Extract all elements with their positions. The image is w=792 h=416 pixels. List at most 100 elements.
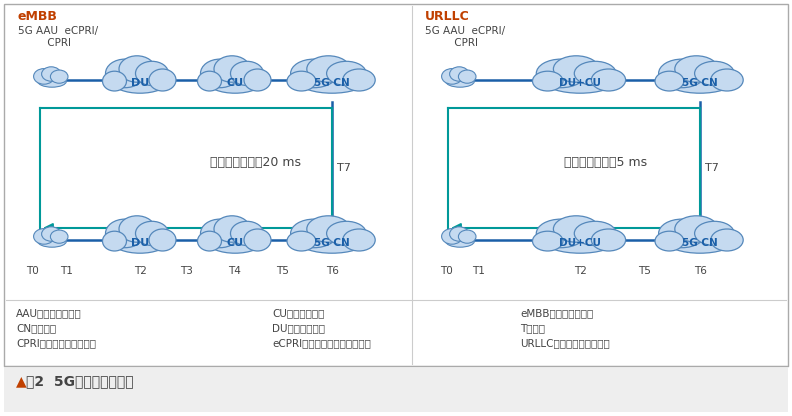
- Ellipse shape: [214, 216, 250, 242]
- Ellipse shape: [33, 69, 55, 84]
- Ellipse shape: [197, 71, 222, 91]
- Ellipse shape: [459, 70, 476, 83]
- Ellipse shape: [446, 75, 474, 87]
- Ellipse shape: [442, 229, 463, 244]
- Ellipse shape: [343, 229, 375, 251]
- Text: T：时延: T：时延: [520, 323, 545, 333]
- Ellipse shape: [51, 70, 68, 83]
- Ellipse shape: [659, 219, 706, 248]
- Ellipse shape: [37, 75, 67, 87]
- Ellipse shape: [710, 69, 743, 91]
- Text: 图2  5G时延对比示意图: 图2 5G时延对比示意图: [26, 374, 134, 388]
- Ellipse shape: [450, 227, 469, 241]
- Text: T7: T7: [337, 163, 351, 173]
- Ellipse shape: [244, 229, 271, 251]
- Text: CN：核心网: CN：核心网: [16, 323, 56, 333]
- Text: 5G CN: 5G CN: [314, 78, 350, 88]
- Text: CU: CU: [227, 78, 244, 88]
- Ellipse shape: [532, 231, 563, 251]
- Text: eMBB：增强移动宽带: eMBB：增强移动宽带: [520, 308, 593, 318]
- Ellipse shape: [446, 235, 474, 247]
- Ellipse shape: [675, 216, 718, 242]
- Text: DU：分布式单元: DU：分布式单元: [272, 323, 325, 333]
- Ellipse shape: [230, 221, 264, 245]
- Ellipse shape: [326, 221, 366, 245]
- Bar: [4, 4, 788, 366]
- Ellipse shape: [659, 59, 706, 88]
- Ellipse shape: [554, 216, 599, 242]
- Text: 典型时延需求：20 ms: 典型时延需求：20 ms: [210, 156, 300, 169]
- Text: DU+CU: DU+CU: [559, 78, 601, 88]
- Ellipse shape: [536, 219, 586, 248]
- Text: T0: T0: [440, 266, 452, 276]
- Text: eMBB: eMBB: [18, 10, 58, 23]
- Ellipse shape: [554, 56, 599, 82]
- Text: T7: T7: [705, 163, 719, 173]
- Ellipse shape: [113, 231, 167, 253]
- Ellipse shape: [592, 229, 626, 251]
- Text: T2: T2: [573, 266, 586, 276]
- Ellipse shape: [287, 231, 316, 251]
- Text: CPRI: CPRI: [18, 38, 71, 48]
- Ellipse shape: [442, 69, 463, 84]
- Ellipse shape: [214, 56, 250, 82]
- Ellipse shape: [42, 227, 61, 241]
- Ellipse shape: [119, 56, 155, 82]
- Ellipse shape: [710, 229, 743, 251]
- Ellipse shape: [459, 230, 476, 243]
- Ellipse shape: [149, 229, 176, 251]
- Ellipse shape: [307, 216, 350, 242]
- Ellipse shape: [208, 231, 262, 253]
- Ellipse shape: [299, 231, 364, 253]
- Text: T4: T4: [229, 266, 242, 276]
- Ellipse shape: [244, 69, 271, 91]
- Ellipse shape: [230, 61, 264, 86]
- Ellipse shape: [532, 71, 563, 91]
- Ellipse shape: [119, 216, 155, 242]
- Ellipse shape: [200, 219, 239, 248]
- Text: T3: T3: [181, 266, 193, 276]
- Text: T5: T5: [638, 266, 652, 276]
- Ellipse shape: [695, 61, 734, 86]
- Ellipse shape: [546, 71, 615, 93]
- Text: T6: T6: [326, 266, 338, 276]
- Ellipse shape: [574, 221, 616, 245]
- Ellipse shape: [546, 231, 615, 253]
- Ellipse shape: [105, 219, 144, 248]
- Text: T5: T5: [276, 266, 289, 276]
- Text: 5G CN: 5G CN: [682, 78, 718, 88]
- Text: 典型时延需求：5 ms: 典型时延需求：5 ms: [564, 156, 647, 169]
- Ellipse shape: [574, 61, 616, 86]
- Text: 5G CN: 5G CN: [682, 238, 718, 248]
- Text: ▲: ▲: [16, 374, 27, 388]
- Text: 5G CN: 5G CN: [314, 238, 350, 248]
- Text: eCPRI：增强通用公共无线接口: eCPRI：增强通用公共无线接口: [272, 338, 371, 348]
- Text: CU: CU: [227, 238, 244, 248]
- Ellipse shape: [287, 71, 316, 91]
- Text: 5G AAU  eCPRI/: 5G AAU eCPRI/: [425, 26, 505, 36]
- Ellipse shape: [592, 69, 626, 91]
- Ellipse shape: [135, 61, 169, 86]
- Text: DU: DU: [131, 238, 149, 248]
- Ellipse shape: [655, 231, 683, 251]
- Ellipse shape: [200, 59, 239, 88]
- Text: T1: T1: [471, 266, 485, 276]
- Ellipse shape: [208, 71, 262, 93]
- Ellipse shape: [102, 231, 127, 251]
- Ellipse shape: [655, 71, 683, 91]
- Text: CU：集中式单元: CU：集中式单元: [272, 308, 325, 318]
- Ellipse shape: [299, 71, 364, 93]
- Bar: [4, 366, 788, 412]
- Ellipse shape: [307, 56, 350, 82]
- Ellipse shape: [291, 219, 337, 248]
- Ellipse shape: [105, 59, 144, 88]
- Ellipse shape: [343, 69, 375, 91]
- Text: T2: T2: [134, 266, 147, 276]
- Ellipse shape: [695, 221, 734, 245]
- Text: 5G AAU  eCPRI/: 5G AAU eCPRI/: [18, 26, 98, 36]
- Ellipse shape: [33, 229, 55, 244]
- Text: CPRI：通用公共无线接口: CPRI：通用公共无线接口: [16, 338, 96, 348]
- Ellipse shape: [536, 59, 586, 88]
- Ellipse shape: [149, 69, 176, 91]
- Text: T1: T1: [59, 266, 72, 276]
